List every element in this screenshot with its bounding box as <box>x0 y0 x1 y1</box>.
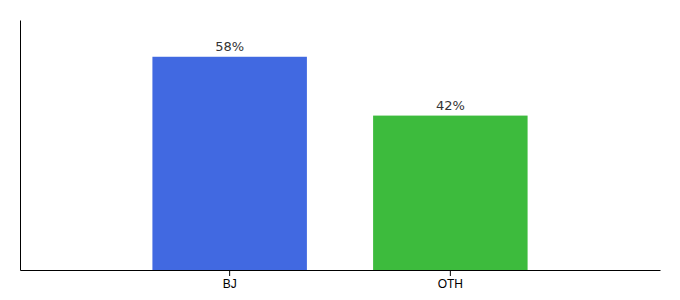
x-tick: BJ <box>223 270 237 291</box>
data-labels: 58% 42% <box>215 39 465 113</box>
x-tick-label: OTH <box>438 277 463 291</box>
data-label: 58% <box>215 39 244 54</box>
y-axis <box>20 21 21 271</box>
y-axis-line <box>20 21 21 271</box>
x-axis: BJ OTH <box>21 270 661 291</box>
bar <box>373 116 527 270</box>
plot: BJ OTH 58% 42% <box>21 21 661 291</box>
x-tick: OTH <box>438 270 463 291</box>
data-label: 42% <box>436 98 465 113</box>
x-tick-mark <box>450 270 451 276</box>
x-axis-line <box>21 270 661 271</box>
x-tick-mark <box>229 270 230 276</box>
x-tick-label: BJ <box>223 277 237 291</box>
bars <box>152 57 527 270</box>
chart: BJ OTH 58% 42% <box>0 0 680 300</box>
bar <box>152 57 306 270</box>
